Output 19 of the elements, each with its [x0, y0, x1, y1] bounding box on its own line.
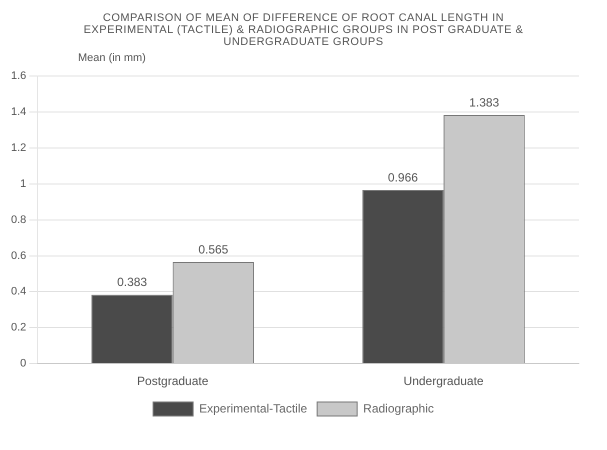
y-tick-label: 0 [20, 358, 26, 370]
data-label: 0.383 [117, 275, 148, 290]
y-tick-label: 1.6 [10, 70, 26, 82]
chart-title: COMPARISON OF MEAN OF DIFFERENCE OF ROOT CANAL LENGTH IN EXPERIMENTAL (TACTILE) & RADIOGRAPHIC GROUPS IN POST GRADUATE & UNDERGRADUATE GROUPS [82, 11, 524, 48]
y-axis-title: Mean (in mm) [77, 52, 146, 64]
y-tick-label: 0.6 [10, 250, 26, 262]
x-tick-label: Postgraduate [137, 374, 209, 388]
legend-label: Experimental-Tactile [199, 401, 308, 416]
y-tick-label: 1.2 [10, 142, 26, 154]
data-label: 0.966 [388, 170, 418, 184]
data-label: 0.565 [198, 242, 229, 256]
y-tick-label: 1 [20, 178, 26, 190]
y-tick-label: 0.2 [10, 322, 26, 334]
data-label: 1.383 [469, 95, 500, 110]
y-tick-label: 0.4 [10, 286, 26, 298]
y-tick-label: 1.4 [10, 106, 26, 118]
legend-label: Radiographic [363, 401, 434, 416]
y-tick-label: 0.8 [10, 214, 26, 226]
x-tick-label: Undergraduate [404, 374, 484, 388]
